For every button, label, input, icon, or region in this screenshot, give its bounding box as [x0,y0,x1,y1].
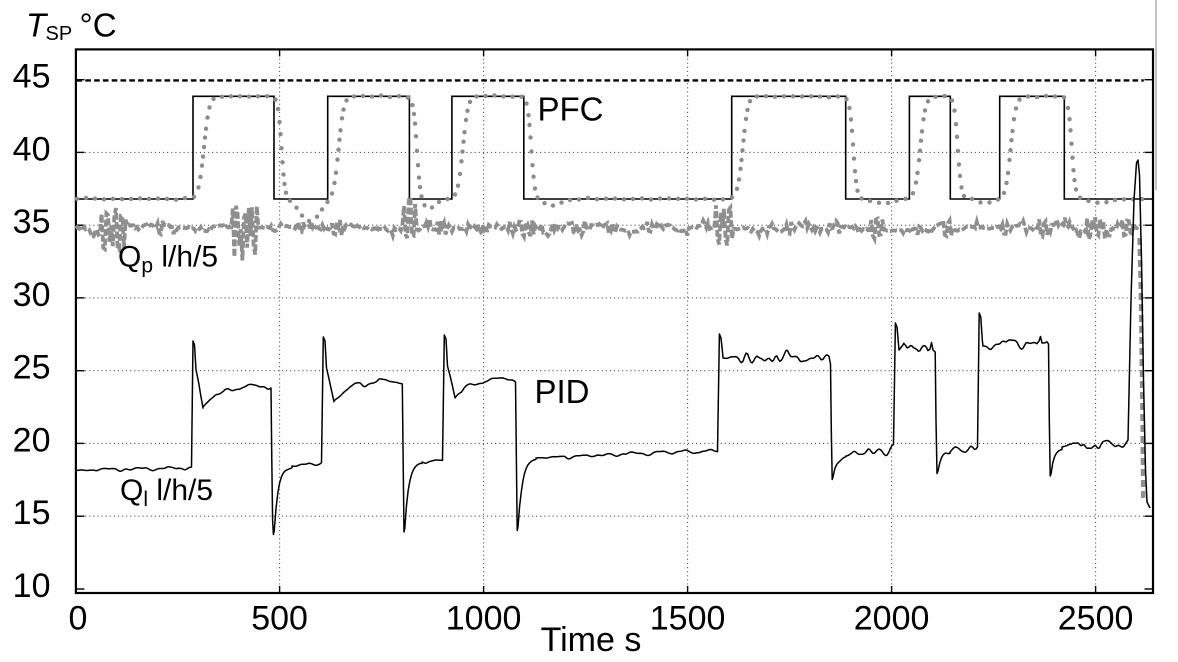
svg-text:Qp l/h/5: Qp l/h/5 [118,241,218,278]
svg-text:15: 15 [13,494,51,532]
svg-text:45: 45 [13,58,51,96]
svg-text:500: 500 [251,600,308,638]
svg-text:2500: 2500 [1058,600,1134,638]
svg-text:25: 25 [13,349,51,387]
svg-text:SP: SP [46,23,73,45]
svg-text:20: 20 [13,421,51,459]
svg-text:T: T [26,7,49,44]
svg-text:30: 30 [13,276,51,314]
svg-text:10: 10 [13,567,51,605]
svg-text:Ql l/h/5: Ql l/h/5 [120,474,213,511]
svg-text:35: 35 [13,203,51,241]
svg-text:Time s: Time s [541,621,642,659]
svg-text:°C: °C [80,7,117,44]
svg-text:2000: 2000 [854,600,930,638]
svg-text:0: 0 [69,600,88,638]
svg-text:40: 40 [13,130,51,168]
svg-text:1500: 1500 [650,600,726,638]
svg-text:PFC: PFC [538,90,604,127]
svg-text:1000: 1000 [446,600,522,638]
svg-text:PID: PID [535,373,590,410]
